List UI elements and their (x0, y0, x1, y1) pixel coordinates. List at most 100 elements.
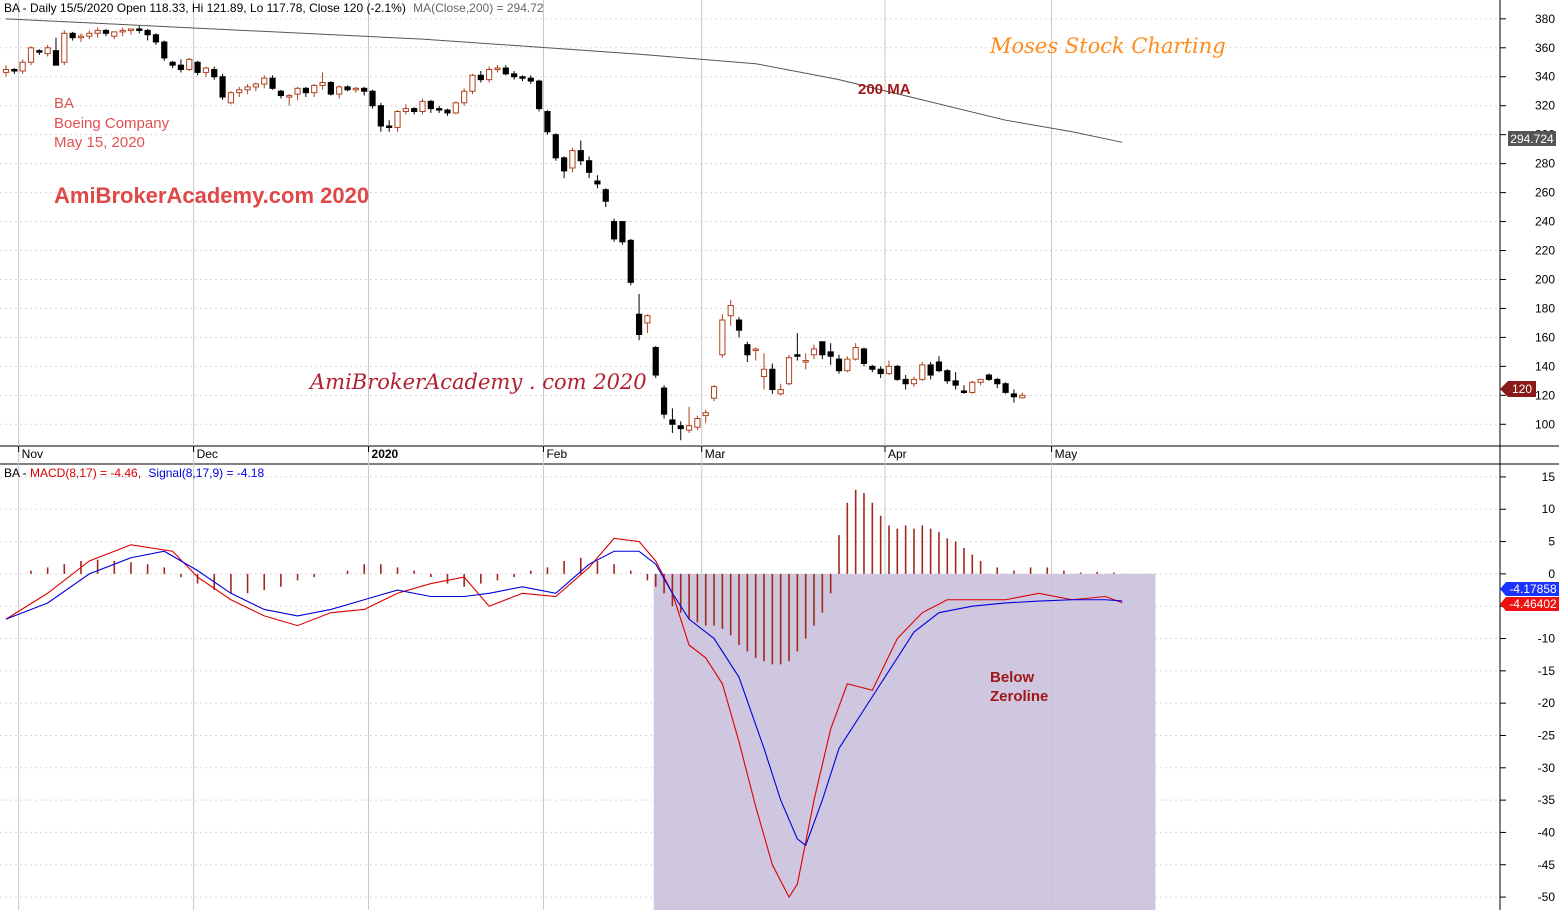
candle-body (669, 419, 676, 425)
candle (36, 49, 43, 56)
candle-body (860, 348, 868, 364)
candle (419, 98, 426, 115)
candle-body (302, 87, 309, 94)
candle (186, 57, 193, 71)
candle (302, 86, 309, 98)
candle (619, 221, 626, 245)
candle-body (202, 67, 210, 73)
candle-body (69, 32, 76, 39)
candle-body (960, 390, 968, 393)
candle-body (111, 31, 118, 37)
candle (635, 293, 643, 341)
candle-body (2, 69, 10, 73)
macd-axis-ticks: -50-45-40-35-30-25-20-15-10-5051015 (1500, 470, 1555, 904)
candle (277, 89, 284, 99)
close-value-badge: 120 (1500, 381, 1536, 397)
x-axis-month-labels: Nov Dec 2020 Feb Mar Apr May (18, 446, 1078, 461)
candle (144, 28, 151, 41)
candle (136, 26, 143, 34)
macd-lines (5, 537, 1123, 899)
candle (102, 28, 110, 37)
candle-body (19, 61, 26, 72)
candle-body (844, 358, 851, 372)
candle (461, 88, 468, 106)
candle-body (427, 100, 434, 110)
candle-body (236, 89, 243, 94)
candle (752, 347, 759, 361)
candle (402, 104, 409, 115)
candle-body (469, 74, 476, 92)
candle (294, 86, 301, 100)
month-label-nov: Nov (22, 447, 43, 461)
candle (769, 363, 776, 394)
candle-body (519, 76, 526, 79)
candle (44, 44, 51, 57)
price-tick-label: 220 (1535, 244, 1555, 258)
price-panel-title: BA - Daily 15/5/2020 Open 118.33, Hi 121… (4, 1, 544, 15)
candle (527, 75, 534, 84)
candle-body (760, 368, 768, 377)
candle (985, 373, 993, 381)
candle (519, 75, 526, 82)
candle (977, 378, 984, 386)
candle (877, 366, 884, 378)
candle (2, 65, 10, 77)
candle-body (386, 125, 393, 128)
candle (536, 79, 543, 112)
macd-value-text: -4.46402 (1509, 597, 1557, 611)
candle (52, 37, 60, 66)
candle (794, 333, 801, 361)
candle-body (577, 150, 584, 162)
price-tick-label: 180 (1535, 301, 1555, 315)
candle-body (411, 108, 418, 113)
candle (261, 75, 268, 89)
candle (219, 73, 226, 100)
month-divider-lines (18, 0, 1053, 910)
ma200-line-layer (5, 18, 1123, 143)
candle-body (985, 374, 993, 380)
candle (111, 31, 118, 40)
candle (594, 175, 601, 189)
candle (502, 65, 509, 76)
candle-body (910, 378, 918, 385)
price-tick-label: 140 (1535, 359, 1555, 373)
candle-body (252, 83, 260, 88)
candle-body (61, 32, 68, 63)
candle (486, 66, 493, 83)
ma200-annotation: 200 MA (858, 81, 911, 98)
candle-body (685, 425, 693, 431)
candle (227, 91, 235, 105)
month-label-mar: Mar (705, 447, 726, 461)
candle-body (36, 50, 43, 53)
month-label-apr: Apr (888, 447, 907, 461)
candle-body (827, 351, 834, 357)
site-watermark-script: AmiBrokerAcademy . com 2020 (308, 370, 647, 394)
candle (902, 375, 909, 390)
candle (627, 238, 634, 286)
candle (777, 383, 784, 396)
candle (669, 408, 676, 433)
candle-body (269, 77, 276, 89)
macd-histogram (30, 489, 1115, 665)
candle-body (144, 29, 151, 36)
candle (810, 344, 818, 360)
candle (610, 218, 618, 242)
candle-body (127, 28, 135, 31)
below-zero-shade-rect (653, 573, 1156, 910)
candle (702, 409, 709, 423)
candle-body (402, 108, 409, 113)
macd-tick-label: -30 (1538, 761, 1556, 775)
candle-body (619, 221, 626, 243)
candle (252, 82, 260, 92)
candle (660, 385, 668, 419)
price-tick-label: 340 (1535, 70, 1555, 84)
candle-body (644, 315, 651, 324)
candle-body (635, 313, 643, 335)
candle-body (694, 417, 701, 428)
candle (19, 59, 26, 74)
month-label-may: May (1055, 447, 1078, 461)
candle-body (994, 378, 1001, 385)
candle-body (902, 378, 909, 385)
candle (27, 46, 35, 66)
candle (694, 415, 701, 431)
